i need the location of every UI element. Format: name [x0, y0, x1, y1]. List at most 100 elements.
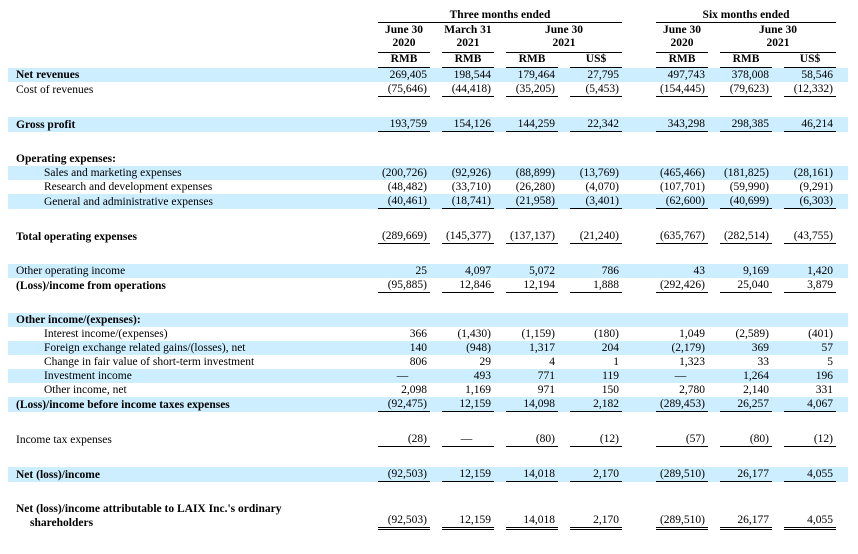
value-cell: (154,445) — [656, 82, 720, 97]
row-label: Investment income — [44, 370, 132, 382]
value: 2,098 — [401, 384, 427, 396]
value-cell: 46,214 — [784, 117, 849, 132]
group-gap-cell — [634, 397, 656, 412]
value-cell: 119 — [570, 369, 634, 383]
value-cell: 14,018 — [506, 467, 570, 482]
value-cell: 1,323 — [656, 355, 720, 369]
value-cell: (92,503) — [378, 467, 442, 482]
spacer-cell — [8, 482, 848, 502]
value: 1 — [613, 356, 619, 368]
spacer-cell — [8, 447, 848, 467]
group-gap-cell — [634, 383, 656, 397]
value: (635,767) — [656, 229, 708, 244]
value: 1,264 — [743, 370, 769, 382]
date-header-cell: June 30 2020 — [378, 23, 442, 53]
value-cell: 9,169 — [720, 264, 784, 278]
value: 3,879 — [784, 278, 837, 293]
date-line2: 2021 — [552, 37, 576, 49]
value-cell: 771 — [506, 369, 570, 383]
value-cell — [656, 152, 720, 166]
group-header-row: Three months ended Six months ended — [8, 8, 848, 23]
value-cell — [570, 313, 634, 327]
value: (80) — [506, 432, 558, 447]
table-row: General and administrative expenses (40,4… — [8, 194, 849, 209]
value-cell: (200,726) — [378, 166, 442, 180]
value-cell: 26,257 — [720, 397, 784, 412]
value: 806 — [409, 356, 427, 368]
value-cell: (2,589) — [720, 327, 784, 341]
value: 29 — [479, 356, 492, 368]
value: (137,137) — [506, 229, 558, 244]
value — [784, 313, 836, 327]
value — [656, 313, 708, 327]
value: 771 — [537, 370, 555, 382]
value-cell: 1,049 — [656, 327, 720, 341]
value: 1,888 — [570, 278, 622, 293]
date-line1: June 30 — [384, 24, 424, 36]
value: 58,546 — [801, 69, 834, 81]
value-cell: (145,377) — [442, 229, 506, 244]
value-cell: 1,420 — [784, 264, 849, 278]
empty-header-cell — [8, 23, 378, 53]
value: 497,743 — [667, 69, 705, 81]
value: 12,846 — [442, 278, 494, 293]
currency-header: RMB — [720, 53, 772, 68]
value-cell: 204 — [570, 341, 634, 355]
value: (282,514) — [720, 229, 772, 244]
row-label-cell: Investment income — [8, 369, 378, 383]
row-label-cell: Net (loss)/income — [8, 467, 378, 482]
value-cell: 1,888 — [570, 278, 634, 293]
value-cell: 2,140 — [720, 383, 784, 397]
date-header: June 30 2021 — [506, 23, 622, 53]
value-cell: 12,159 — [442, 467, 506, 482]
value-cell: 154,126 — [442, 117, 506, 132]
value: 46,214 — [784, 117, 837, 132]
date-line2: 2021 — [456, 37, 480, 49]
value-cell: 27,795 — [570, 68, 634, 82]
row-label: Foreign exchange related gains/(losses),… — [44, 342, 246, 354]
group-gap-cell — [634, 502, 656, 530]
value: (181,825) — [723, 167, 769, 179]
value-cell: 4,067 — [784, 397, 849, 412]
value-cell: 12,159 — [442, 397, 506, 412]
table-row: Net (loss)/income (92,503) 12,159 14,018 2,1… — [8, 467, 849, 482]
value: (33,710) — [451, 181, 491, 193]
table-row: Total operating expenses (289,669) (145,37… — [8, 229, 848, 244]
value: 25 — [415, 265, 428, 277]
spacer-cell — [8, 209, 848, 229]
value-cell: (289,510) — [656, 502, 720, 530]
value-cell: (2,179) — [656, 341, 720, 355]
currency-header: RMB — [378, 53, 430, 68]
date-header: June 30 2020 — [378, 23, 430, 53]
currency-header: RMB — [506, 53, 558, 68]
row-label-cell: Interest income/(expenses) — [8, 327, 378, 341]
value: (21,958) — [506, 194, 558, 209]
value-cell: (282,514) — [720, 229, 784, 244]
row-label: Other income/(expenses): — [16, 314, 141, 326]
value-cell: 12,194 — [506, 278, 570, 293]
value-cell — [442, 313, 506, 327]
date-header-cell: June 30 2021 — [506, 23, 634, 53]
spacer-cell — [8, 293, 848, 313]
value-cell: 58,546 — [784, 68, 849, 82]
value-cell: (6,303) — [784, 194, 849, 209]
value-cell: (40,461) — [378, 194, 442, 209]
value: (80) — [720, 432, 772, 447]
value: 378,008 — [731, 69, 769, 81]
value: 57 — [821, 342, 834, 354]
table-header: Three months ended Six months ended June… — [8, 8, 848, 68]
value: 2,140 — [743, 384, 769, 396]
spacer-row — [8, 482, 848, 502]
value: 14,098 — [506, 397, 558, 412]
table-row: (Loss)/income from operations (95,885) 12,… — [8, 278, 848, 293]
value-cell: (107,701) — [656, 180, 720, 194]
row-label: (Loss)/income from operations — [16, 280, 166, 292]
group-gap-cell — [634, 264, 656, 278]
value-cell: (465,466) — [656, 166, 720, 180]
value-cell: 2,182 — [570, 397, 634, 412]
value: (40,699) — [720, 194, 772, 209]
value: (12) — [784, 432, 837, 447]
value-cell: 193,759 — [378, 117, 442, 132]
group-gap-cell — [634, 313, 656, 327]
value-cell — [506, 313, 570, 327]
